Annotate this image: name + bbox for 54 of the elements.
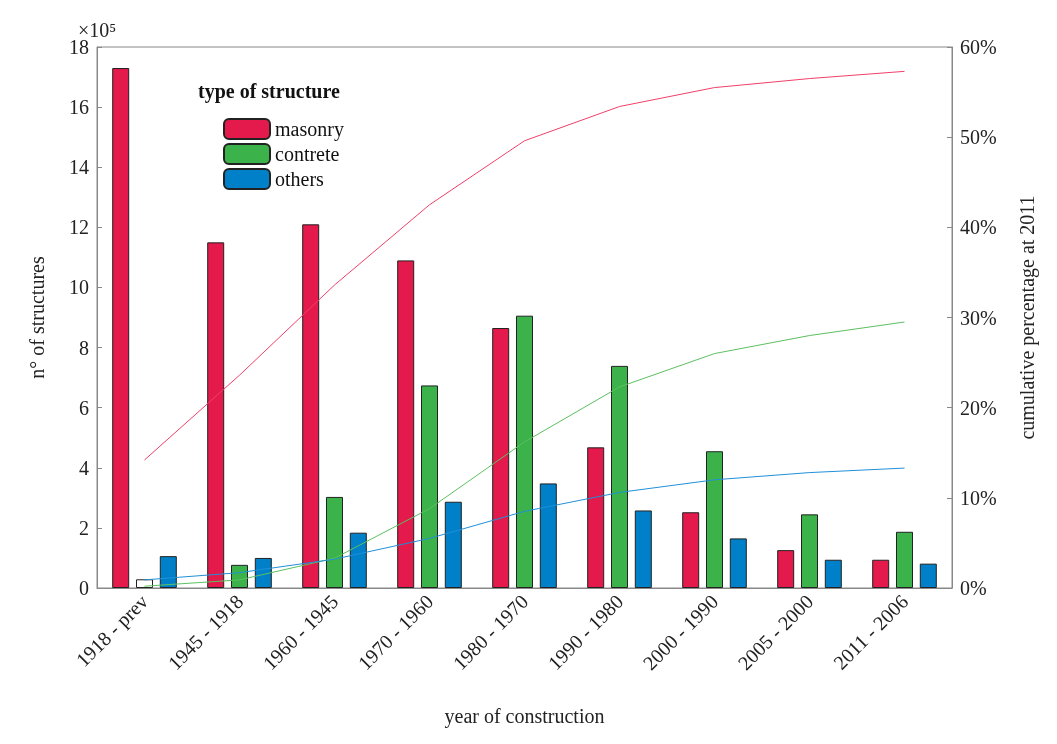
- y2-tick-label: 20%: [960, 396, 997, 419]
- bar: [207, 242, 225, 588]
- y-tick-label: 8: [79, 336, 89, 359]
- line-series: [144, 70, 905, 461]
- bar: [492, 328, 510, 588]
- bar: [254, 557, 272, 588]
- bar: [539, 483, 557, 588]
- bar: [326, 496, 343, 588]
- legend-label: others: [275, 168, 325, 190]
- bar: [896, 531, 913, 588]
- y-tick-label: 0: [79, 577, 89, 599]
- bar: [872, 559, 890, 588]
- y-tick-label: 16: [69, 96, 89, 119]
- y2-tick-label: 0%: [960, 577, 987, 599]
- x-tick-label: 1990 - 1980: [543, 590, 628, 675]
- y-tick-label: 12: [69, 216, 89, 239]
- bar: [824, 559, 842, 588]
- bar: [421, 385, 438, 588]
- y-tick-label: 10: [69, 276, 89, 299]
- bar: [587, 447, 605, 588]
- legend-title: type of structure: [198, 80, 340, 103]
- bar: [801, 514, 818, 588]
- x-tick-label: 1970 - 1960: [353, 590, 438, 675]
- bar: [611, 365, 628, 588]
- legend-label: masonry: [275, 118, 344, 141]
- y-tick-label: 4: [79, 456, 89, 479]
- y2-tick-label: 10%: [960, 486, 997, 509]
- bar: [302, 224, 320, 588]
- bar: [682, 512, 700, 588]
- bar: [634, 510, 652, 588]
- bar: [349, 532, 367, 588]
- y-tick-label: 14: [69, 156, 89, 179]
- bar: [729, 538, 747, 588]
- bar: [777, 550, 795, 588]
- y2-axis-title: cumulative percentage at 2011: [1016, 195, 1039, 440]
- bar: [112, 68, 130, 588]
- x-axis-title: year of construction: [444, 705, 605, 728]
- line-series: [144, 467, 905, 581]
- y2-tick-label: 60%: [960, 36, 997, 58]
- legend-label: contrete: [275, 143, 340, 165]
- line-series: [144, 321, 905, 587]
- y-tick-label: 2: [79, 516, 89, 539]
- x-tick-label: 1980 - 1970: [448, 590, 533, 675]
- bar: [397, 260, 415, 588]
- y2-tick-label: 40%: [960, 216, 997, 239]
- y2-tick-label: 30%: [960, 306, 997, 329]
- bar: [919, 563, 937, 588]
- bar: [516, 315, 533, 588]
- bar: [706, 451, 723, 588]
- bar: [444, 501, 462, 588]
- bar: [159, 556, 177, 588]
- y-tick-label: 6: [79, 396, 89, 419]
- y-axis-title: n° of structures: [26, 256, 48, 379]
- y2-tick-label: 50%: [960, 126, 997, 149]
